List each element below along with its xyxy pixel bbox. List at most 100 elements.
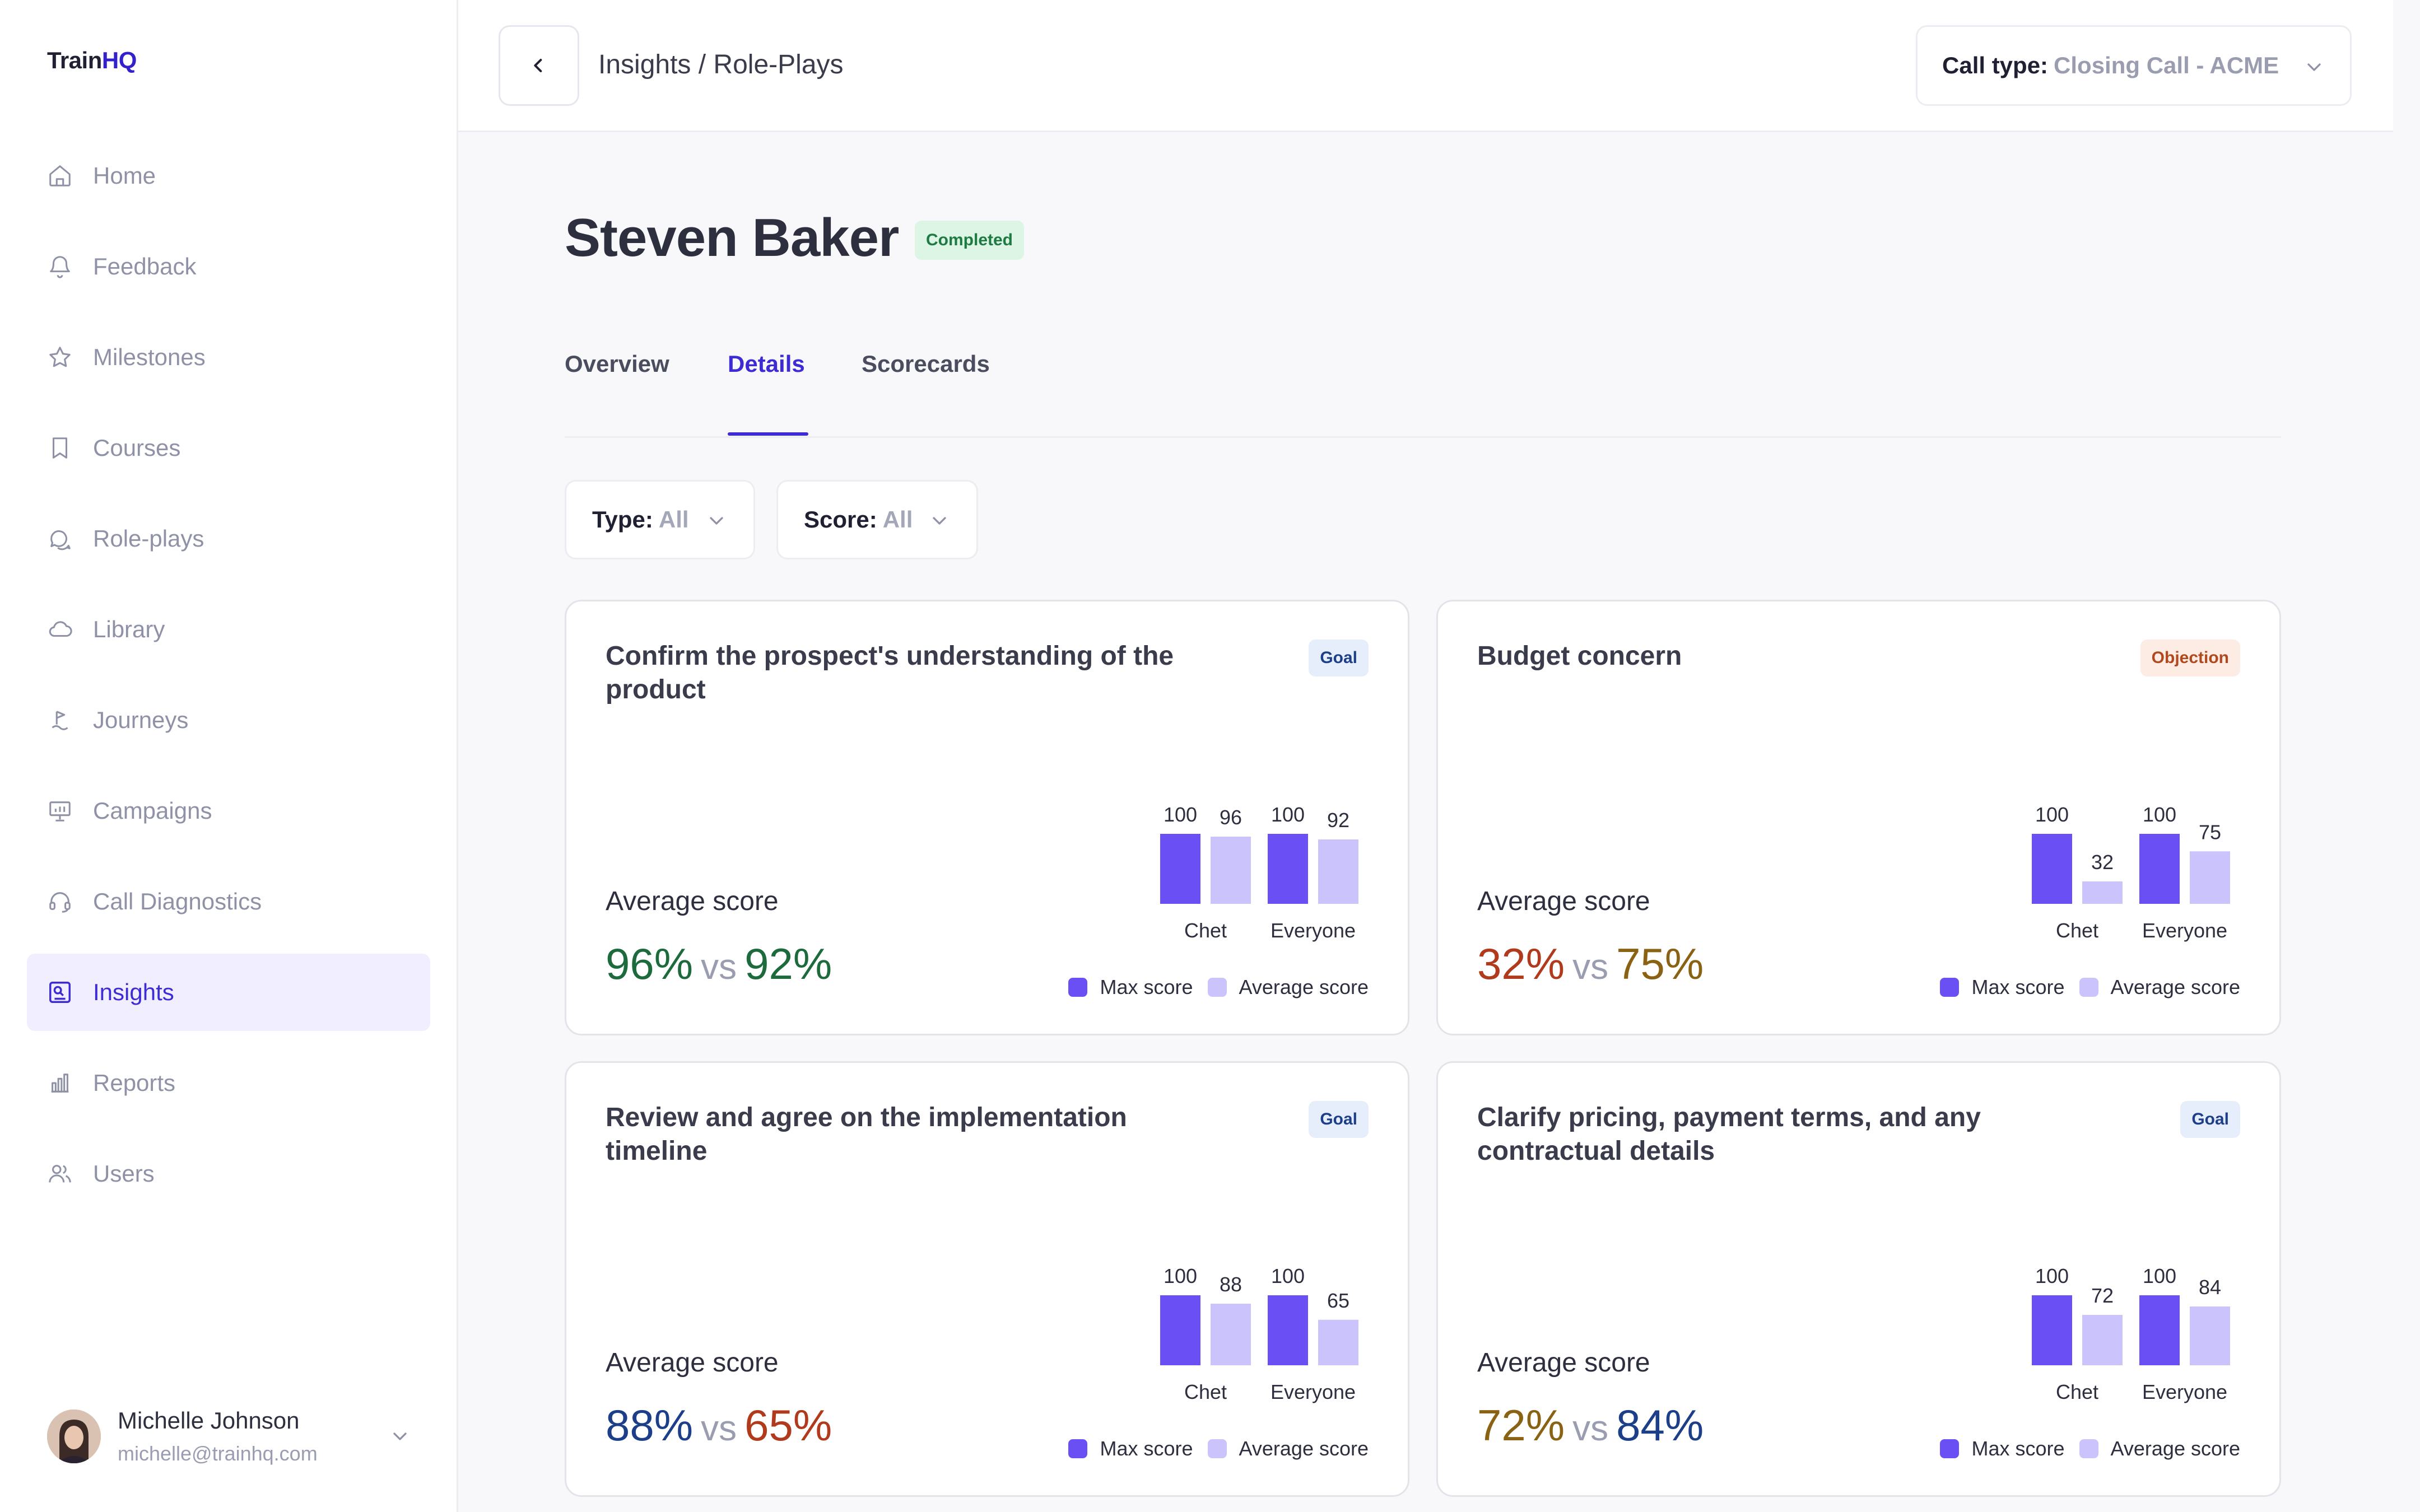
logo-prefix: Train [47, 47, 102, 73]
average-score-values: 96% vs 92% [606, 939, 832, 990]
chart-legend: Max score Average score [1054, 976, 1369, 999]
sidebar-item-users[interactable]: Users [27, 1135, 430, 1212]
logo[interactable]: TrainHQ [47, 47, 137, 74]
call-type-dropdown[interactable]: Call type: Closing Call - ACME [1916, 25, 2352, 106]
sidebar-item-label: Library [93, 616, 165, 642]
page-title: Steven Baker [565, 208, 899, 268]
tab-overview[interactable]: Overview [565, 351, 669, 377]
sidebar-item-label: Users [93, 1160, 155, 1187]
sidebar-item-label: Milestones [93, 344, 206, 370]
legend-swatch-max [1068, 978, 1088, 997]
insight-card[interactable]: Clarify pricing, payment terms, and any … [1436, 1061, 2281, 1497]
active-tab-indicator [728, 432, 808, 436]
chet-average-value: 32% [1477, 939, 1565, 988]
sidebar-item-label: Journeys [93, 707, 189, 733]
headset-icon [49, 892, 71, 913]
sidebar-item-home[interactable]: Home [27, 137, 430, 214]
sidebar-item-role-plays[interactable]: Role-plays [27, 500, 430, 577]
tab-scorecards[interactable]: Scorecards [862, 351, 990, 377]
sidebar-nav: Home Feedback Milestones Courses Role-pl… [27, 137, 430, 1226]
average-score-values: 32% vs 75% [1477, 939, 1704, 990]
average-score-label: Average score [606, 886, 779, 916]
sidebar-item-reports[interactable]: Reports [27, 1044, 430, 1122]
bar-chart-icon [51, 1074, 69, 1093]
goal-badge: Goal [1309, 1101, 1369, 1138]
chet-average-value: 88% [606, 1401, 694, 1450]
insight-card[interactable]: Confirm the prospect's understanding of … [565, 600, 1409, 1035]
chart-legend: Max score Average score [1925, 1437, 2240, 1460]
sidebar-item-journeys[interactable]: Journeys [27, 682, 430, 759]
average-score-label: Average score [606, 1348, 779, 1378]
vs-label: vs [1572, 1408, 1609, 1448]
score-filter[interactable]: Score: All [776, 480, 978, 559]
chet-average-value: 96% [606, 939, 694, 988]
insight-card[interactable]: Budget concern Objection Average score 3… [1436, 600, 2281, 1035]
filter-value: All [882, 506, 913, 533]
bar-value-label: 100 [2035, 1264, 2069, 1287]
category-label: Chet [2056, 1380, 2098, 1403]
bar-value-label: 100 [1271, 1264, 1305, 1287]
avatar [47, 1410, 101, 1463]
legend-label-max: Max score [1971, 976, 2065, 998]
legend-average: Average score [2079, 976, 2240, 999]
tab-details[interactable]: Details [728, 351, 805, 377]
chat-icon [50, 530, 71, 550]
chevron-down-icon[interactable] [389, 1425, 411, 1448]
bar-max-everyone [2139, 834, 2180, 904]
filter-label: Type: [592, 506, 653, 533]
user-menu[interactable]: Michelle Johnson michelle@trainhq.com [47, 1403, 411, 1470]
legend-max: Max score [1940, 1437, 2065, 1460]
card-title: Confirm the prospect's understanding of … [606, 641, 1174, 704]
tabs: Overview Details Scorecards [565, 336, 2281, 438]
bar-average-chet [1211, 837, 1251, 904]
legend-swatch-average [2079, 1439, 2098, 1458]
category-label: Chet [1184, 1380, 1227, 1403]
chevron-left-icon [534, 59, 542, 72]
bar-value-label: 100 [2143, 1264, 2176, 1287]
average-score-values: 72% vs 84% [1477, 1400, 1704, 1451]
legend-label-max: Max score [1100, 1437, 1193, 1460]
average-score-label: Average score [1477, 886, 1650, 916]
legend-swatch-max [1068, 1439, 1088, 1458]
category-label: Chet [2056, 919, 2098, 942]
bar-max-chet [1160, 834, 1200, 904]
type-filter[interactable]: Type: All [565, 480, 755, 559]
bar-value-label: 75 [2199, 820, 2221, 843]
sidebar-item-label: Reports [93, 1070, 176, 1096]
vs-label: vs [701, 946, 737, 987]
users-icon [49, 1165, 71, 1183]
bell-icon [50, 256, 70, 278]
legend-label-average: Average score [1239, 1437, 1369, 1460]
sidebar-item-campaigns[interactable]: Campaigns [27, 772, 430, 850]
card-title: Budget concern [1477, 641, 1682, 671]
everyone-average-value: 65% [744, 1401, 832, 1450]
insight-card[interactable]: Review and agree on the implementation t… [565, 1061, 1409, 1497]
goal-badge: Goal [1309, 640, 1369, 676]
bar-value-label: 100 [2035, 803, 2069, 826]
status-badge: Completed [915, 221, 1025, 260]
score-bar-chart: 100 88 Chet 100 65 Everyone [1160, 1264, 1358, 1403]
user-info: Michelle Johnson michelle@trainhq.com [118, 1407, 318, 1466]
call-type-value: Closing Call - ACME [2054, 52, 2279, 78]
legend-max: Max score [1940, 976, 2065, 999]
category-label: Chet [1184, 919, 1227, 942]
bar-value-label: 100 [1164, 1264, 1197, 1287]
legend-swatch-max [1940, 1439, 1960, 1458]
bar-value-label: 32 [2091, 851, 2114, 874]
sidebar-item-feedback[interactable]: Feedback [27, 228, 430, 305]
sidebar-item-call-diagnostics[interactable]: Call Diagnostics [27, 863, 430, 940]
sidebar-item-milestones[interactable]: Milestones [27, 319, 430, 396]
bar-value-label: 100 [2143, 803, 2176, 826]
score-bar-chart: 100 32 Chet 100 75 Everyone [2032, 803, 2230, 942]
category-label: Everyone [1270, 919, 1356, 942]
sidebar-item-label: Campaigns [93, 797, 212, 824]
sidebar-item-label: Insights [93, 979, 174, 1005]
sidebar-item-library[interactable]: Library [27, 591, 430, 668]
back-button[interactable] [499, 25, 579, 106]
sidebar-item-courses[interactable]: Courses [27, 409, 430, 487]
sidebar-item-insights[interactable]: Insights [27, 954, 430, 1031]
bar-value-label: 92 [1327, 809, 1349, 832]
legend-average: Average score [2079, 1437, 2240, 1460]
bar-average-everyone [2190, 1306, 2230, 1365]
star-icon [49, 347, 71, 367]
